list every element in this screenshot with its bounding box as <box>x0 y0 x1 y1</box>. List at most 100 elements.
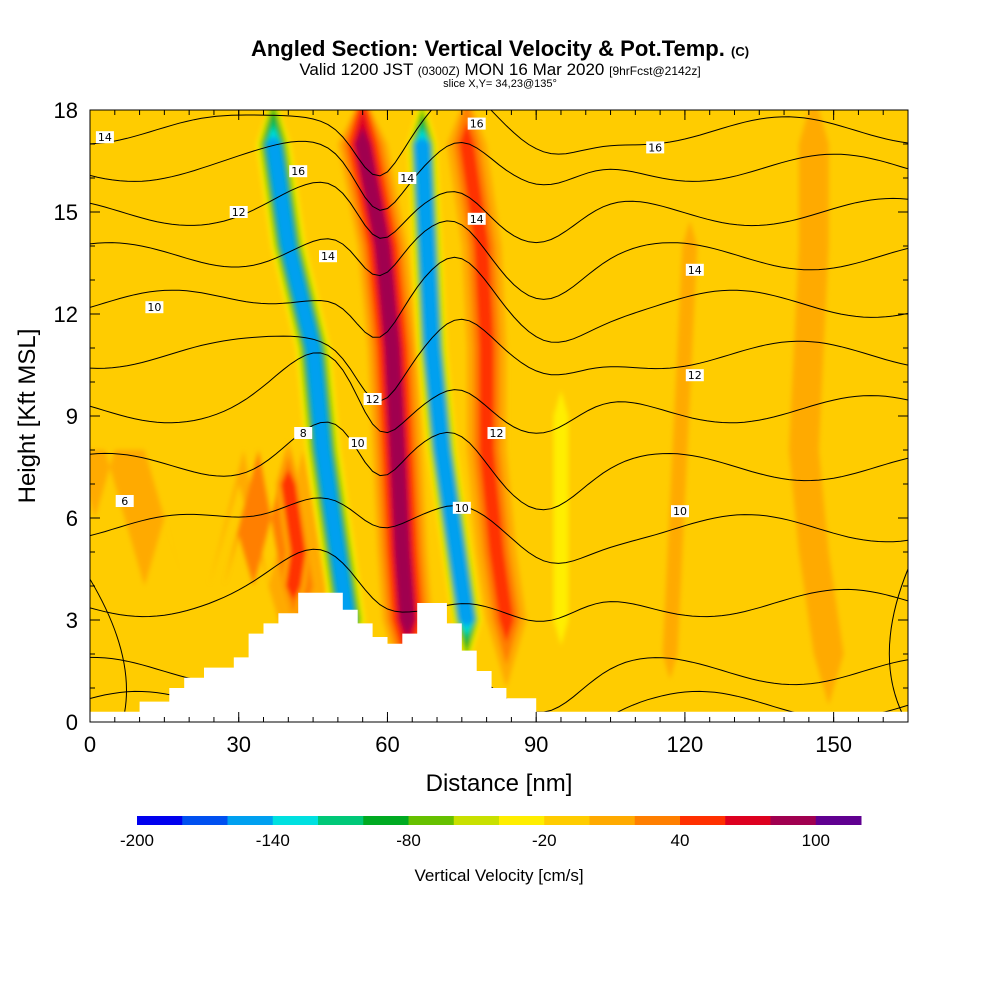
contour-label-bg <box>319 250 337 263</box>
velocity-band <box>662 220 698 680</box>
contour-label-text: 10 <box>455 502 469 515</box>
terrain <box>90 592 908 722</box>
valid-time-a: Valid 1200 JST <box>299 60 414 79</box>
isentrope <box>90 220 908 300</box>
chart-title: Angled Section: Vertical Velocity & Pot.… <box>0 36 1000 62</box>
contour-label-text: 14 <box>688 264 702 277</box>
y-axis-title: Height [Kft MSL] <box>14 329 41 504</box>
colorbar-swatch <box>272 816 319 825</box>
contour-label-bg <box>685 369 704 382</box>
contour-label: 10 <box>145 301 164 314</box>
colorbar-swatch <box>544 816 590 825</box>
colorbar-swatch <box>815 816 862 825</box>
contour-label-text: 16 <box>470 118 484 131</box>
contour-label: 16 <box>467 117 486 131</box>
colorbar-swatch <box>227 816 274 825</box>
contour-label-text: 16 <box>648 141 662 154</box>
x-axis-title: Distance [nm] <box>426 770 573 797</box>
contour-label-text: 14 <box>400 172 414 185</box>
y-tick-label: 3 <box>66 608 78 633</box>
y-tick-label: 18 <box>54 98 78 123</box>
x-tick-label: 90 <box>524 732 548 757</box>
isentrope <box>90 181 908 244</box>
contour-label-bg <box>671 505 689 518</box>
velocity-band <box>414 136 475 628</box>
contour-label-text: 12 <box>366 393 380 406</box>
isentrope <box>90 318 908 402</box>
contour-label: 8 <box>294 427 313 440</box>
colorbar-swatch <box>499 816 545 825</box>
y-tick-label: 0 <box>66 710 78 735</box>
contour-label-text: 6 <box>121 495 128 508</box>
colorbar-swatch <box>725 816 771 825</box>
velocity-feature-weak_updraft <box>662 220 698 680</box>
velocity-band <box>266 135 356 629</box>
contour-label: 10 <box>348 437 367 450</box>
contour-label-bg <box>685 263 704 276</box>
colorbar-swatch <box>680 816 726 825</box>
colorbar: -200 -140 -80 -20 40 100 <box>120 816 862 850</box>
contour-label-text: 16 <box>291 165 305 178</box>
x-tick-label: 30 <box>226 732 250 757</box>
contour-label-text: 12 <box>232 206 246 219</box>
colorbar-tick-label: 40 <box>671 831 690 850</box>
colorbar-swatch <box>182 816 228 825</box>
isentrope <box>90 497 908 564</box>
contour-label-bg <box>363 393 382 405</box>
contour-label-text: 14 <box>321 250 335 263</box>
contour-label-bg <box>115 495 134 507</box>
velocity-feature-weak_updraft <box>789 110 844 705</box>
contour-label: 14 <box>95 131 114 144</box>
contour-label: 16 <box>289 165 308 178</box>
slice-info: slice X,Y= 34,23@135° <box>443 78 557 90</box>
contour-label-bg <box>145 301 164 314</box>
chart-title-text: Angled Section: Vertical Velocity & Pot.… <box>250 36 725 61</box>
isentrope <box>90 421 908 511</box>
contour-label: 14 <box>319 250 337 263</box>
velocity-band <box>280 469 306 601</box>
x-tick-label: 60 <box>375 732 399 757</box>
contour-label-bg <box>467 212 486 225</box>
terrain-profile <box>90 592 908 722</box>
contour-label-text: 12 <box>688 369 702 382</box>
contour-label-bg <box>229 206 248 218</box>
velocity-field <box>90 110 844 705</box>
x-tick-label: 150 <box>815 732 852 757</box>
contour-label-bg <box>348 437 367 450</box>
colorbar-swatch <box>137 816 183 825</box>
colorbar-tick-label: -200 <box>120 831 154 850</box>
velocity-feature-downdraft <box>256 110 366 680</box>
axes: 0 30 60 90 120 150 0 3 6 9 12 15 18 <box>54 98 909 757</box>
forecast-info: [9hrFcst@2142z] <box>609 64 701 78</box>
contour-label: 14 <box>467 212 486 226</box>
y-tick-label: 9 <box>66 404 78 429</box>
colorbar-swatch <box>408 816 455 825</box>
isentrope <box>90 256 908 343</box>
contour-label-text: 8 <box>300 427 307 440</box>
colorbar-title: Vertical Velocity [cm/s] <box>414 866 583 885</box>
contour-label-text: 10 <box>147 301 161 314</box>
velocity-feature-updraft <box>446 110 527 688</box>
isentrope <box>90 140 908 211</box>
colorbar-swatch <box>363 816 409 825</box>
contour-label-bg <box>289 165 308 178</box>
contour-label-bg <box>95 131 114 144</box>
colorbar-tick-label: -20 <box>532 831 557 850</box>
colorbar-swatch <box>589 816 636 825</box>
velocity-band <box>355 127 415 637</box>
x-tick-label: 0 <box>84 732 96 757</box>
contour-label-bg <box>452 501 471 514</box>
contour-label: 12 <box>487 427 506 440</box>
y-tick-label: 15 <box>54 200 78 225</box>
contour-label: 12 <box>685 369 704 382</box>
isentrope <box>90 110 908 177</box>
velocity-band <box>459 121 514 643</box>
isentrope <box>90 578 127 712</box>
y-tick-label: 6 <box>66 506 78 531</box>
velocity-feature-weak_downdraft <box>553 390 569 646</box>
contour-label-bg <box>487 427 506 439</box>
colorbar-tick-label: -140 <box>256 831 290 850</box>
velocity-feature-downdraft <box>407 110 482 671</box>
pot-temp-contours <box>90 110 908 720</box>
